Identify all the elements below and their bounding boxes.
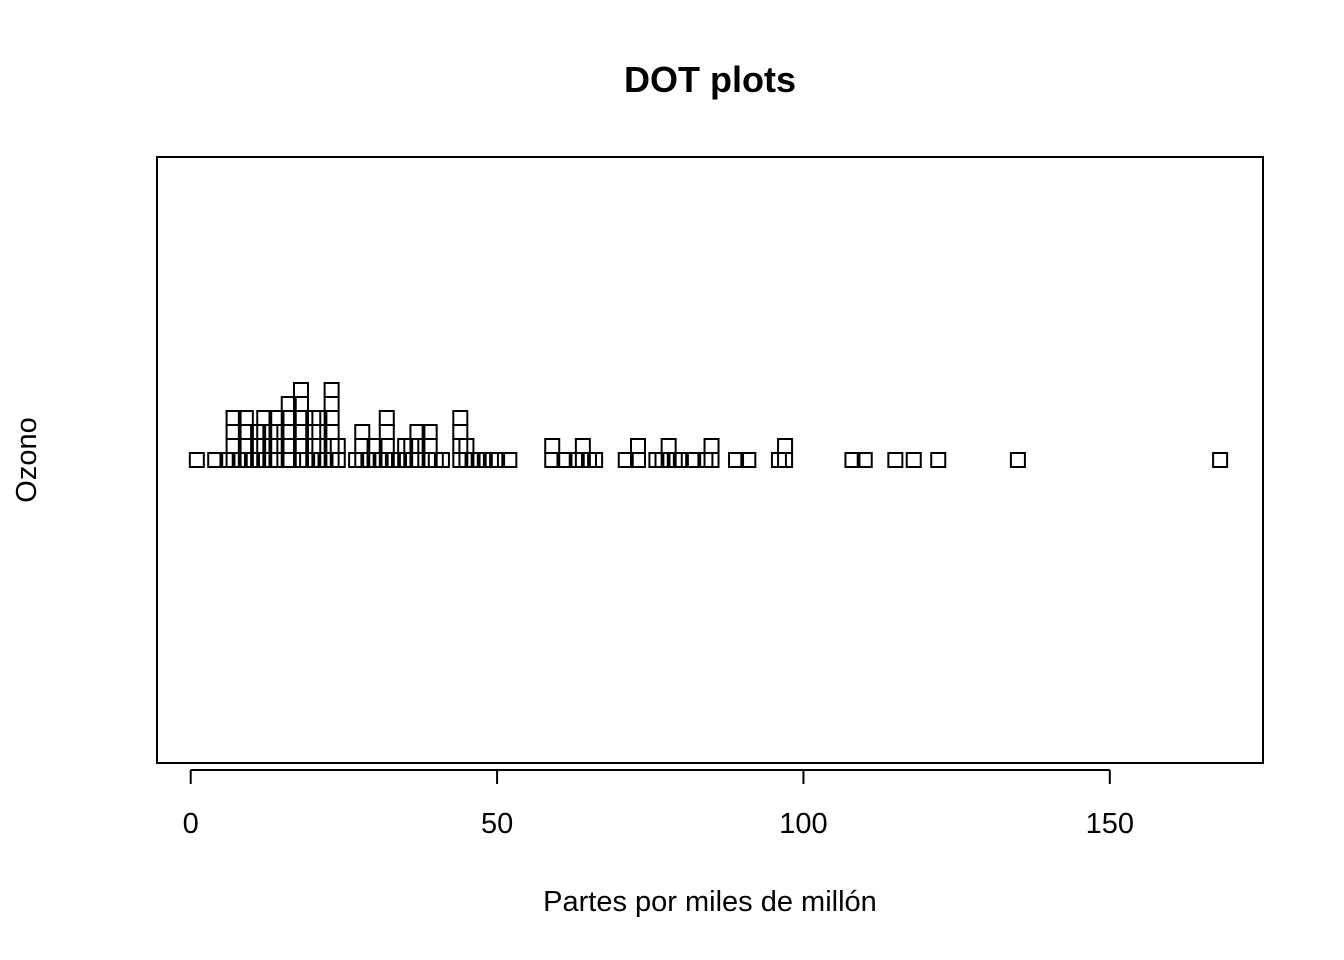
data-point	[630, 438, 646, 454]
data-point	[905, 452, 922, 468]
y-axis-label: Ozono	[11, 417, 43, 502]
data-point	[1212, 452, 1229, 468]
data-point	[378, 424, 395, 440]
data-point	[501, 452, 518, 468]
data-point	[556, 452, 573, 468]
data-point	[887, 452, 904, 468]
data-point	[311, 410, 328, 426]
data-point	[433, 452, 450, 468]
data-point	[685, 452, 702, 468]
data-point	[207, 452, 224, 468]
x-tick-label: 50	[481, 808, 513, 840]
data-point	[1009, 452, 1026, 468]
data-point	[740, 452, 757, 468]
data-point	[660, 438, 677, 454]
data-point	[225, 410, 242, 426]
x-tick-label: 150	[1086, 808, 1134, 840]
data-point	[329, 438, 346, 454]
x-tick-label: 100	[779, 808, 827, 840]
data-point	[292, 382, 309, 398]
data-point	[703, 438, 720, 454]
x-axis-label: Partes por miles de millón	[543, 886, 877, 918]
plot-frame	[156, 156, 1264, 764]
data-point	[323, 382, 340, 398]
data-point	[544, 438, 561, 454]
x-tick-label: 0	[183, 808, 199, 840]
data-point	[672, 452, 689, 468]
data-point	[856, 452, 873, 468]
data-point	[188, 452, 205, 468]
data-point	[930, 452, 947, 468]
data-point	[587, 452, 604, 468]
data-point	[574, 438, 591, 454]
data-point	[844, 452, 861, 468]
data-point	[421, 424, 438, 440]
data-point	[237, 410, 254, 426]
data-point	[452, 410, 469, 426]
data-point	[378, 410, 395, 426]
data-point	[354, 424, 371, 440]
data-point	[323, 396, 340, 412]
data-point	[268, 410, 285, 426]
data-point	[409, 424, 426, 440]
chart-title: DOT plots	[624, 59, 796, 100]
data-point	[728, 452, 745, 468]
x-axis: 0 50 100 150	[183, 769, 1134, 840]
data-point	[489, 452, 506, 468]
data-point	[452, 424, 469, 440]
data-points	[188, 382, 1229, 468]
data-point	[280, 396, 297, 412]
data-point	[617, 452, 634, 468]
data-point	[777, 438, 794, 454]
